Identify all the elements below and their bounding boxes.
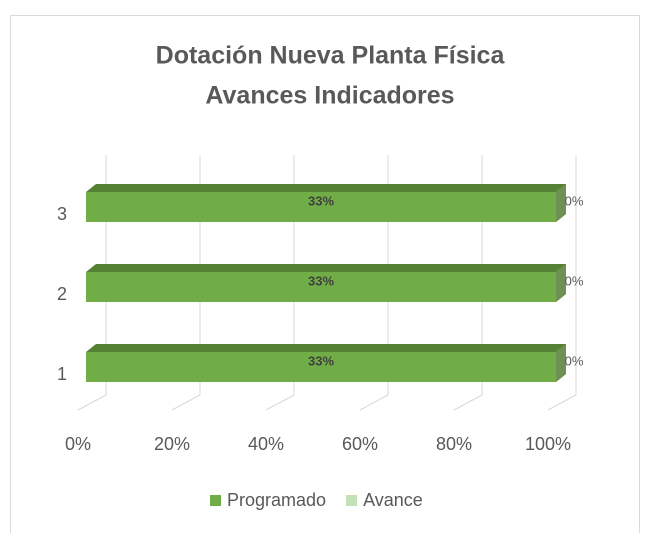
bar-top xyxy=(86,264,566,272)
bar-side xyxy=(556,184,566,222)
data-label: 0% xyxy=(565,193,584,208)
bar-side xyxy=(556,264,566,302)
x-tick-label: 20% xyxy=(154,434,190,454)
bar xyxy=(86,272,556,302)
data-label: 33% xyxy=(308,193,334,208)
legend-label: Programado xyxy=(227,490,326,510)
chart-subtitle: Avances Indicadores xyxy=(205,82,454,110)
data-label: 33% xyxy=(308,353,334,368)
x-tick-label: 100% xyxy=(525,434,571,454)
bar-top xyxy=(86,184,566,192)
bar-side xyxy=(556,344,566,382)
legend-label: Avance xyxy=(363,490,423,510)
bar xyxy=(86,192,556,222)
legend-swatch xyxy=(210,495,221,506)
floor-line xyxy=(265,394,295,411)
chart-title: Dotación Nueva Planta Física xyxy=(156,42,506,70)
x-tick-label: 0% xyxy=(65,434,91,454)
data-label: 33% xyxy=(308,273,334,288)
legend-swatch xyxy=(346,495,358,506)
y-tick-label: 3 xyxy=(57,204,67,224)
floor-line xyxy=(547,394,577,411)
floor-line xyxy=(453,394,483,411)
floor-line xyxy=(359,394,389,411)
x-tick-label: 80% xyxy=(436,434,472,454)
bar-top xyxy=(86,344,566,352)
y-tick-label: 1 xyxy=(57,364,67,384)
y-tick-label: 2 xyxy=(57,284,67,304)
x-tick-label: 60% xyxy=(342,434,378,454)
floor-line xyxy=(77,394,107,411)
floor-line xyxy=(171,394,201,411)
data-label: 0% xyxy=(565,353,584,368)
data-label: 0% xyxy=(565,273,584,288)
x-tick-label: 40% xyxy=(248,434,284,454)
bar xyxy=(86,352,556,382)
